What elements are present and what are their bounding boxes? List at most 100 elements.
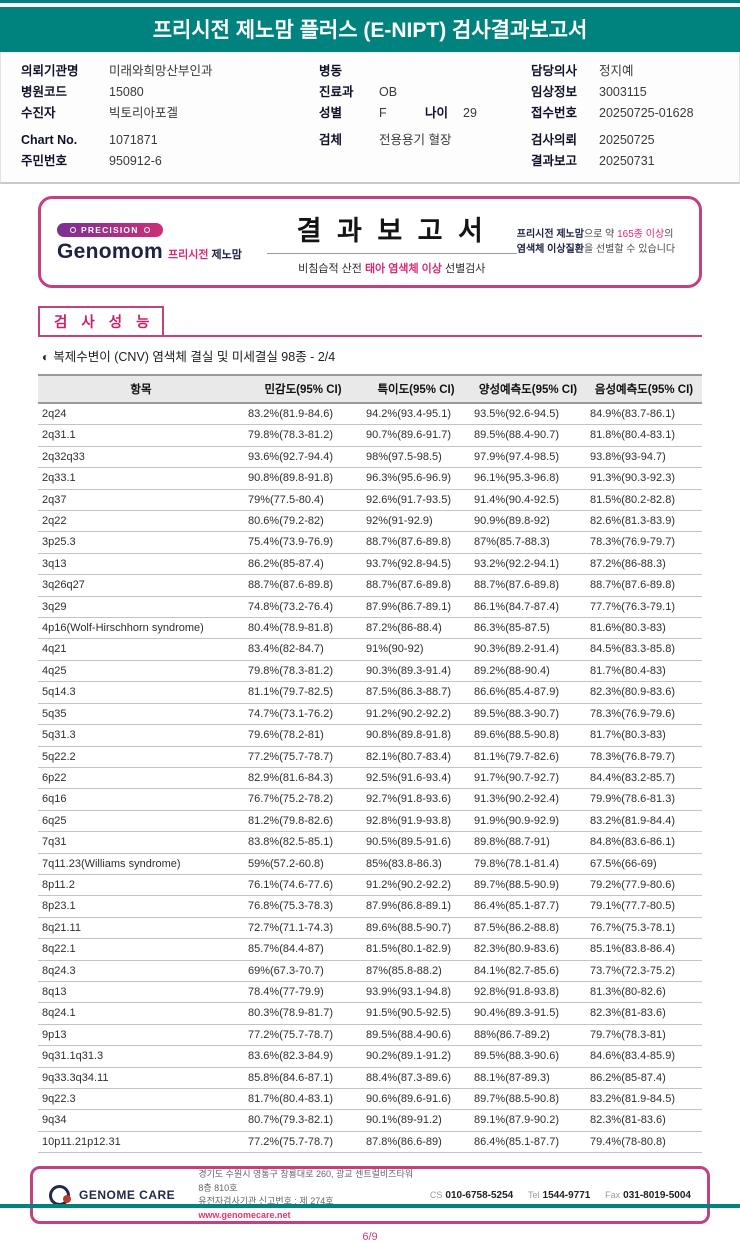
cell-region: 3p25.3 <box>38 531 244 554</box>
cell-value: 81.5%(80.1-82.9) <box>362 938 470 961</box>
cell-value: 82.3%(80.9-83.6) <box>586 681 702 704</box>
cell-value: 81.8%(80.4-83.1) <box>586 424 702 447</box>
precision-badge: PRECISION <box>57 223 163 237</box>
table-row: 9q22.3 81.7%(80.4-83.1) 90.6%(89.6-91.6) 89… <box>38 1088 702 1111</box>
cell-value: 79.6%(78.2-81) <box>244 724 362 747</box>
cell-value: 97.9%(97.4-98.5) <box>470 446 586 469</box>
bottom-divider <box>0 1204 740 1208</box>
field-value: 20250725-01628 <box>599 106 694 120</box>
title-underline <box>266 252 517 254</box>
subtitle-accent: 태아 염색체 이상 <box>364 262 442 275</box>
field-label: 의뢰기관명 <box>21 64 79 78</box>
cell-value: 81.5%(80.2-82.8) <box>586 489 702 512</box>
col-header-npv: 음성예측도(95% CI) <box>586 374 702 404</box>
cell-value: 96.1%(95.3-96.8) <box>470 467 586 490</box>
field-label: 결과보고 <box>531 154 578 168</box>
cell-value: 93.7%(92.8-94.5) <box>362 553 470 576</box>
field-label: 나이 <box>425 106 449 120</box>
field-value: 950912-6 <box>109 154 162 168</box>
table-row: 5q31.3 79.6%(78.2-81) 90.8%(89.8-91.8) 89.6… <box>38 724 702 747</box>
field-accession-no: 접수번호 20250725-01628 <box>531 103 719 124</box>
cell-value: 78.4%(77-79.9) <box>244 981 362 1004</box>
cell-value: 89.6%(88.5-90.7) <box>362 917 470 940</box>
fax-label: Fax <box>605 1189 621 1200</box>
cell-value: 87%(85.8-88.2) <box>362 960 470 982</box>
field-label: 담당의사 <box>531 64 578 78</box>
cell-region: 2q32q33 <box>38 446 244 469</box>
cell-region: 6p22 <box>38 767 244 790</box>
field-value: F <box>379 106 387 120</box>
cell-value: 87.2%(86-88.4) <box>362 617 470 640</box>
field-resident-id: 주민번호 950912-6 <box>21 151 319 172</box>
cell-value: 59%(57.2-60.8) <box>244 853 362 875</box>
cell-value: 89.1%(87.9-90.2) <box>470 1109 586 1132</box>
cell-value: 76.1%(74.6-77.6) <box>244 874 362 897</box>
genomom-logo: PRECISION Genomom 프리시전 제노맘 <box>57 220 267 264</box>
table-row: 2q31.1 79.8%(78.3-81.2) 90.7%(89.6-91.7) 89… <box>38 424 702 447</box>
cell-value: 93.5%(92.6-94.5) <box>470 403 586 426</box>
cell-value: 81.1%(79.7-82.5) <box>244 681 362 704</box>
field-label: 접수번호 <box>531 106 578 120</box>
cell-value: 81.1%(79.7-82.6) <box>470 746 586 768</box>
table-row: 5q22.2 77.2%(75.7-78.7) 82.1%(80.7-83.4) 81… <box>38 746 702 768</box>
cell-region: 2q24 <box>38 403 244 426</box>
cell-value: 79.4%(78-80.8) <box>586 1131 702 1154</box>
table-caption: ◐ 복제수변이 (CNV) 염색체 결실 및 미세결실 98종 - 2/4 <box>42 346 702 365</box>
cell-value: 88%(86.7-89.2) <box>470 1024 586 1047</box>
cell-value: 86.1%(84.7-87.4) <box>470 596 586 619</box>
report-subtitle: 비침습적 산전 태아 염색체 이상 선별검사 <box>267 260 517 276</box>
address-line1: 경기도 수원시 영통구 창룡대로 260, 광교 센트럴비즈타워 8층 810호 <box>198 1169 414 1193</box>
report-title: 결 과 보 고 서 <box>296 215 487 246</box>
note-line2: 염색체 이상질환을 선별할 수 있습니다 <box>516 244 676 255</box>
cell-value: 89.7%(88.5-90.8) <box>470 1088 586 1111</box>
table-row: 4q25 79.8%(78.3-81.2) 90.3%(89.3-91.4) 89.2… <box>38 660 702 683</box>
note-line1: 프리시전 제노맘으로 약 165종 이상의 <box>516 229 674 240</box>
cell-value: 74.8%(73.2-76.4) <box>244 596 362 619</box>
cell-value: 80.4%(78.9-81.8) <box>244 617 362 640</box>
cell-region: 3q13 <box>38 553 244 576</box>
cell-value: 89.8%(88.7-91) <box>470 831 586 854</box>
cell-value: 77.2%(75.7-78.7) <box>244 746 362 768</box>
cell-value: 88.7%(87.6-89.8) <box>470 574 586 597</box>
table-row: 4p16(Wolf-Hirschhorn syndrome) 80.4%(78.9… <box>38 617 702 640</box>
table-row: 2q22 80.6%(79.2-82) 92%(91-92.9) 90.9%(89.8… <box>38 510 702 533</box>
table-row: 3q13 86.2%(85-87.4) 93.7%(92.8-94.5) 93.2%(… <box>38 553 702 576</box>
patient-info-col1: 의뢰기관명 미래와희망산부인과 병원코드 15080 수진자 빅토리아포겔 Ch… <box>21 61 319 172</box>
half-circle-icon: ◐ <box>42 350 50 364</box>
field-label: 수진자 <box>21 106 56 120</box>
cell-value: 88.7%(87.6-89.8) <box>244 574 362 597</box>
cell-value: 82.9%(81.6-84.3) <box>244 767 362 790</box>
cell-value: 83.2%(81.9-84.6) <box>244 403 362 426</box>
genomecare-logo: GENOME CARE <box>49 1184 184 1206</box>
cell-value: 81.7%(80.4-83.1) <box>244 1088 362 1111</box>
cell-value: 98%(97.5-98.5) <box>362 446 470 469</box>
table-row: 9q31.1q31.3 83.6%(82.3-84.9) 90.2%(89.1-91… <box>38 1045 702 1068</box>
website-link[interactable]: www.genomecare.net <box>198 1209 291 1220</box>
brand-kr-accent: 프리시전 <box>167 249 209 261</box>
cell-value: 79.1%(77.7-80.5) <box>586 895 702 918</box>
cell-value: 76.8%(75.3-78.3) <box>244 895 362 918</box>
badge-label: PRECISION <box>81 225 139 235</box>
patient-info-col2: 병동 진료과 OB 성별 F 나이 29 검체 전용용기 혈장 <box>319 61 531 172</box>
cell-value: 82.3%(81-83.6) <box>586 1002 702 1025</box>
cell-value: 91%(90-92) <box>362 638 470 661</box>
table-row: 5q35 74.7%(73.1-76.2) 91.2%(90.2-92.2) 89.5… <box>38 703 702 726</box>
fax-number: 031-8019-5004 <box>623 1189 691 1201</box>
cell-value: 84.8%(83.6-86.1) <box>586 831 702 854</box>
table-row: 3p25.3 75.4%(73.9-76.9) 88.7%(87.6-89.8) 87… <box>38 531 702 554</box>
page-title: 프리시전 제노맘 플러스 (E-NIPT) 검사결과보고서 <box>152 19 588 42</box>
cell-value: 91.2%(90.2-92.2) <box>362 874 470 897</box>
section-header: 검 사 성 능 <box>38 306 702 337</box>
cell-value: 75.4%(73.9-76.9) <box>244 531 362 554</box>
cell-region: 8p23.1 <box>38 895 244 918</box>
cell-region: 10p11.21p12.31 <box>38 1131 244 1154</box>
page-number: 6/9 <box>362 1231 378 1243</box>
cell-value: 90.9%(89.8-92) <box>470 510 586 533</box>
cell-value: 91.9%(90.9-92.9) <box>470 810 586 833</box>
cell-value: 91.2%(90.2-92.2) <box>362 703 470 726</box>
cell-value: 84.5%(83.3-85.8) <box>586 638 702 661</box>
cell-region: 2q22 <box>38 510 244 533</box>
cell-value: 90.5%(89.5-91.6) <box>362 831 470 854</box>
cell-value: 86.4%(85.1-87.7) <box>470 1131 586 1154</box>
cell-value: 77.2%(75.7-78.7) <box>244 1131 362 1154</box>
